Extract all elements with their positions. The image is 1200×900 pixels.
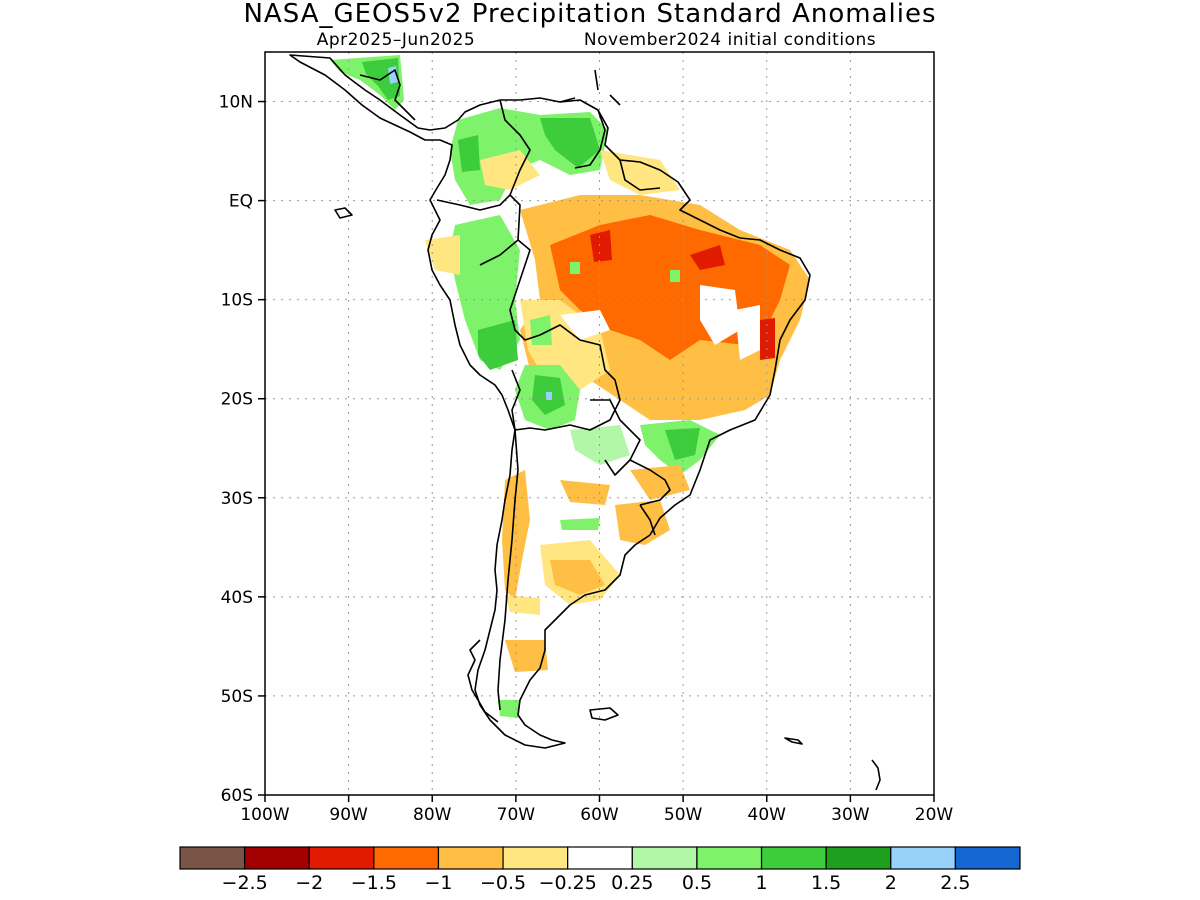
anomaly-patch-peru-bolivia-green xyxy=(530,315,552,345)
colorbar-label: −2 xyxy=(295,872,323,894)
lon-tick-label: 100W xyxy=(240,805,289,825)
map-title: NASA_GEOS5v2 Precipitation Standard Anom… xyxy=(243,0,936,29)
border-venezuela-guyana xyxy=(574,109,606,169)
colorbar-label: −1 xyxy=(424,872,452,894)
colorbar-swatch xyxy=(373,846,440,870)
colorbar-swatch xyxy=(437,846,504,870)
anomaly-patch-ecuador-yellow xyxy=(425,235,460,275)
lat-tick-label: 30S xyxy=(221,489,253,509)
anomaly-patch-peru-dark-green xyxy=(478,320,518,370)
border-argentina-brazil xyxy=(629,459,671,506)
colorbar-label: −0.5 xyxy=(480,872,526,894)
colorbar-swatch xyxy=(631,846,698,870)
border-uruguay xyxy=(639,504,656,536)
lat-tick-label: 10N xyxy=(219,93,253,113)
anomaly-patch-amazon-green-dot-1 xyxy=(570,262,580,274)
anomaly-patch-southeast-brazil-dark-green xyxy=(665,428,700,460)
lon-tick-label: 40W xyxy=(748,805,787,825)
colorbar-label: 1 xyxy=(755,872,767,894)
colorbar-label: −1.5 xyxy=(351,872,397,894)
longitude-axis: 100W 90W 80W 70W 60W 50W 40W 30W 20W xyxy=(240,795,953,825)
colorbar-swatch xyxy=(308,846,375,870)
lon-tick-label: 20W xyxy=(915,805,954,825)
anomaly-patch-patagonia-yellow xyxy=(505,595,540,615)
colorbar-label: 0.5 xyxy=(682,872,712,894)
colorbar-swatch xyxy=(244,846,310,870)
coastline-galapagos xyxy=(334,207,353,219)
border-ecuador-peru xyxy=(436,194,521,266)
colorbar-label: 2.5 xyxy=(940,872,970,894)
colorbar-swatch xyxy=(890,846,956,870)
coastline-south-america xyxy=(289,54,811,749)
coastline-falklands xyxy=(589,707,619,721)
border-argentina-chile xyxy=(497,429,519,711)
border-guiana xyxy=(619,159,661,191)
anomaly-patch-argentina-orange xyxy=(550,560,605,595)
lon-tick-label: 70W xyxy=(497,805,536,825)
lat-tick-label: EQ xyxy=(229,192,253,212)
colorbar-label: −2.5 xyxy=(222,872,268,894)
lat-tick-label: 40S xyxy=(221,588,253,608)
anomaly-patch-amazon-white-3 xyxy=(560,310,610,340)
anomaly-patch-uruguay-orange xyxy=(615,500,670,545)
anomaly-patch-bolivia-blue xyxy=(546,392,552,400)
colorbar-label: 2 xyxy=(885,872,897,894)
border-paraguay xyxy=(590,399,641,476)
colorbar-label: 0.25 xyxy=(611,872,653,894)
colorbar-label: −0.25 xyxy=(539,872,597,894)
anomaly-patch-amazon-white-2 xyxy=(735,305,760,360)
anomaly-patch-south-brazil-orange xyxy=(630,465,690,500)
anomaly-patch-colombia-dark-green xyxy=(458,135,480,172)
lat-tick-label: 20S xyxy=(221,390,253,410)
anomaly-patch-argentina-green xyxy=(560,518,600,530)
anomaly-patch-amazon-red-2 xyxy=(690,245,725,270)
colorbar-swatch xyxy=(502,846,569,870)
lon-tick-label: 60W xyxy=(580,805,619,825)
anomaly-patch-tierra-del-fuego-green xyxy=(498,700,520,718)
lat-tick-label: 60S xyxy=(221,786,253,806)
coastline-chile-fjords xyxy=(467,639,499,723)
map-panel xyxy=(264,51,935,796)
lon-tick-label: 50W xyxy=(664,805,703,825)
lat-tick-label: 10S xyxy=(221,291,253,311)
colorbar-swatch xyxy=(825,846,892,870)
latitude-axis: 10N EQ 10S 20S 30S 40S 50S 60S xyxy=(219,93,265,806)
lon-tick-label: 80W xyxy=(413,805,452,825)
colorbar: −2.5 −2 −1.5 −1 −0.5 −0.25 0.25 0.5 1 1.5 2 2.5 xyxy=(179,846,1021,894)
anomaly-patch-amazon-red-1 xyxy=(590,230,612,262)
colorbar-swatch xyxy=(696,846,763,870)
anomaly-patch-amazon-red-3 xyxy=(760,318,775,360)
lat-tick-label: 50S xyxy=(221,687,253,707)
border-peru-brazil xyxy=(509,239,541,341)
coastline-central-america xyxy=(359,69,416,121)
border-colombia-venezuela xyxy=(499,99,531,196)
coastline-south-sandwich xyxy=(871,759,881,791)
map-background xyxy=(265,52,934,795)
coastline-caribbean-islands xyxy=(559,69,621,106)
colorbar-swatch xyxy=(760,846,827,870)
coastline-layer xyxy=(289,54,881,791)
colorbar-swatch xyxy=(567,846,633,870)
colorbar-label: 1.5 xyxy=(811,872,841,894)
anomaly-patch-patagonia-orange xyxy=(505,640,548,672)
anomaly-patch-venezuela-green xyxy=(540,118,600,168)
subtitle-period: Apr2025–Jun2025 xyxy=(317,30,476,50)
anomaly-patch-amazon-green-dot-2 xyxy=(670,270,680,282)
colorbar-swatch xyxy=(179,846,246,870)
lon-tick-label: 30W xyxy=(831,805,870,825)
subtitle-init-conditions: November2024 initial conditions xyxy=(584,30,876,50)
colorbar-swatch xyxy=(954,846,1021,870)
border-brazil-bolivia xyxy=(539,324,621,431)
coastline-south-georgia xyxy=(784,737,803,745)
lon-tick-label: 90W xyxy=(329,805,368,825)
anomaly-patch-north-argentina-orange xyxy=(560,480,610,505)
